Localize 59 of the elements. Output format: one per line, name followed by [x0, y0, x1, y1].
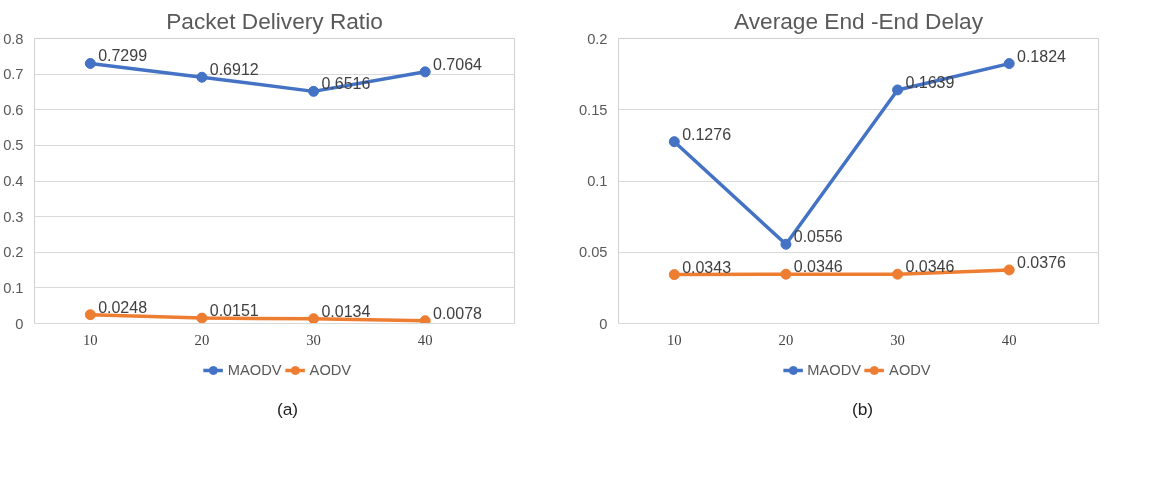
y-tick-label: 0.6 [3, 101, 24, 118]
text: (a) [276, 398, 299, 421]
y-tick-label: 0.5 [3, 137, 24, 154]
x-tick-label: 10 [666, 331, 682, 348]
y-tick-label: 0.05 [578, 244, 608, 261]
point [892, 268, 904, 280]
point [780, 238, 792, 250]
point [419, 66, 431, 78]
data-label: 0.0248 [98, 298, 148, 316]
data-label: 0.7064 [433, 55, 483, 73]
text: (b) [851, 398, 874, 421]
legend-label: AODV [889, 361, 931, 378]
data-label: 0.0151 [209, 302, 259, 320]
y-tick-label: 0 [15, 315, 24, 332]
point [892, 84, 904, 96]
data-label: 0.0346 [793, 258, 843, 276]
point [668, 269, 680, 281]
x-tick-label: 40 [417, 331, 433, 348]
chart-title: Packet Delivery Ratio [166, 7, 383, 34]
point [196, 71, 208, 83]
y-tick-label: 0.1 [3, 279, 24, 296]
point [196, 312, 208, 324]
y-tick-label: 0.4 [3, 173, 24, 189]
point [1003, 58, 1015, 70]
data-label: 0.0556 [793, 228, 843, 246]
y-tick-label: 0 [599, 315, 608, 332]
legend-label: MAODV [227, 361, 282, 378]
y-tick-label: 0.2 [3, 244, 24, 261]
point [668, 136, 680, 148]
point [1003, 264, 1015, 276]
x-tick-label: 30 [306, 331, 321, 348]
data-label: 0.1824 [1017, 47, 1067, 65]
point [308, 85, 320, 97]
x-tick-label: 20 [194, 331, 210, 348]
point [308, 313, 320, 324]
y-tick-label: 0.8 [3, 30, 24, 47]
data-label: 0.0343 [682, 258, 732, 276]
y-tick-label: 0.7 [3, 66, 24, 83]
chart-title: Average End -End Delay [734, 7, 984, 34]
x-tick-label: 40 [1001, 331, 1017, 348]
y-tick-label: 0.15 [578, 101, 608, 118]
x-tick-label: 30 [890, 331, 905, 348]
data-label: 0.0134 [321, 302, 371, 320]
point [419, 315, 431, 324]
y-tick-label: 0.3 [3, 208, 24, 225]
y-tick-label: 0.1 [587, 173, 608, 189]
legend-label: AODV [309, 361, 352, 378]
data-label: 0.0078 [433, 304, 483, 322]
data-label: 0.7299 [98, 47, 148, 65]
point [84, 57, 96, 69]
point [780, 268, 792, 280]
data-label: 0.6912 [209, 61, 259, 79]
point [84, 309, 96, 321]
data-label: 0.1276 [682, 125, 732, 143]
legend-label: MAODV [807, 361, 862, 378]
y-tick-label: 0.2 [587, 30, 608, 47]
x-tick-label: 10 [82, 331, 98, 348]
x-tick-label: 20 [778, 331, 794, 348]
data-label: 0.0376 [1017, 253, 1067, 271]
